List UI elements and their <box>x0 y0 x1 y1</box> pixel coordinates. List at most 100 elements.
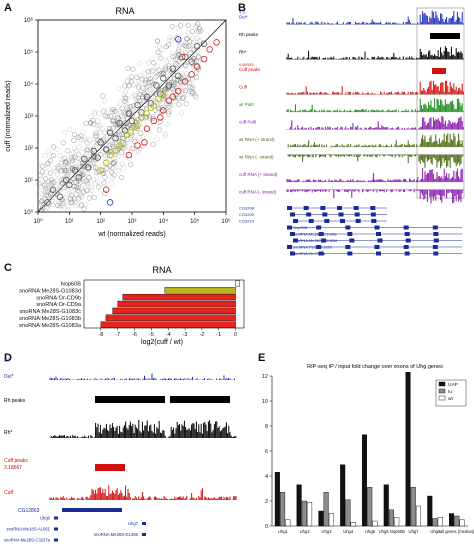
panel-a-cloud-point <box>101 136 107 142</box>
panel-b-gene-exon <box>347 251 353 256</box>
panel-a-cloud-point <box>193 95 199 101</box>
panel-a-cloud-point <box>68 152 74 158</box>
panel-a-cloud-point <box>153 65 159 71</box>
panel-a-cloud-point <box>71 155 77 161</box>
panel-a-cloud-point <box>198 28 204 34</box>
panel-a-cloud-point <box>122 120 128 126</box>
panel-a-cloud-point <box>121 120 127 126</box>
panel-a-cloud-point <box>169 103 175 109</box>
panel-e-bar <box>405 372 411 527</box>
panel-a-xtick-label: 10⁶ <box>221 218 231 225</box>
panel-a-cloud-point <box>87 137 93 143</box>
panel-c-bar <box>164 287 236 294</box>
panel-a-cloud-point <box>88 120 94 126</box>
panel-b-gene-exon <box>370 212 376 217</box>
panel-c-bar <box>117 300 236 308</box>
panel-a-cloud-point <box>131 107 137 113</box>
panel-d-gene-exon <box>54 516 58 520</box>
panel-a-cloud-point <box>115 104 121 110</box>
panel-c-bar <box>122 294 236 301</box>
panel-a-cloud-point <box>135 116 141 122</box>
panel-b-gene-exon <box>322 212 328 217</box>
panel-a-cloud-point <box>125 66 131 72</box>
panel-a-cloud-point <box>58 168 64 174</box>
panel-a-cloud-point <box>68 196 74 202</box>
panel-a-cloud-point <box>70 176 76 182</box>
panel-e-category-label: Uhg7 <box>409 529 420 534</box>
panel-a-cloud-point <box>65 203 71 209</box>
panel-a-cloud-point <box>77 170 83 176</box>
panel-d-scale: 3.18667 <box>4 465 22 471</box>
panel-a-cloud-point <box>145 80 151 86</box>
panel-a-cloud-point <box>49 153 55 159</box>
panel-a-cloud-point <box>145 60 151 66</box>
panel-a-cloud-point <box>87 161 93 167</box>
panel-e-letter: E <box>258 352 266 364</box>
panel-a-cloud-point <box>97 129 103 135</box>
panel-a-cloud-point <box>175 49 181 55</box>
panel-b-track-label: wt PolII <box>239 102 254 107</box>
panel-a-cloud-point <box>42 153 48 159</box>
panel-a-cloud-point <box>75 178 81 184</box>
panel-a-cloud-point <box>80 129 86 135</box>
panel-a-cloud-point <box>43 187 49 193</box>
panel-a-cloud-point <box>84 148 90 154</box>
panel-a-cloud-point <box>82 135 88 141</box>
panel-a-cloud-point <box>176 102 182 108</box>
panel-a-cloud-point <box>122 95 128 101</box>
panel-a-cloud-point <box>96 111 102 117</box>
panel-a-cloud-point <box>75 186 81 192</box>
panel-a-cloud-point <box>117 164 123 170</box>
panel-a-cloud-point <box>187 84 193 90</box>
panel-a-cloud-point <box>87 191 93 197</box>
panel-a-cloud-point <box>69 158 75 164</box>
panel-a-cloud-point <box>149 120 155 126</box>
panel-b-gene-exon <box>354 212 360 217</box>
panel-e-category-label: Uhg4 <box>343 529 354 534</box>
panel-a-cloud-point <box>126 155 132 161</box>
panel-a-cloud-point <box>118 110 124 116</box>
panel-e-bar <box>340 464 346 527</box>
panel-a-cloud-point <box>146 87 152 93</box>
panel-a-point <box>150 117 158 125</box>
panel-a-cloud-point <box>116 86 122 92</box>
panel-a-cloud-point <box>183 62 189 68</box>
panel-a-cloud-point <box>110 106 116 112</box>
panel-a-cloud-point <box>198 56 204 62</box>
panel-c-category-label: snoRNA:Me28S-G1083c <box>19 309 81 315</box>
panel-d-track-label: Rh* <box>4 430 12 436</box>
panel-a-cloud-point <box>62 155 68 161</box>
panel-a-cloud-point <box>176 62 182 68</box>
panel-a-cloud-point <box>157 50 163 56</box>
panel-a-point <box>90 147 97 155</box>
panel-c-xtick-label: 0 <box>234 332 237 338</box>
panel-a-cloud-point <box>51 165 57 171</box>
panel-b-gene-exon <box>376 232 381 236</box>
panel-a-cloud-point <box>171 95 177 101</box>
panel-a-cloud-point <box>162 66 168 72</box>
panel-b-gene-exon <box>337 206 342 210</box>
panel-a-ytick-label: 10⁶ <box>24 17 34 24</box>
panel-a-cloud-point <box>191 49 197 55</box>
panel-a-cloud-point <box>79 149 85 155</box>
panel-e-bar <box>410 487 416 527</box>
panel-a-cloud-point <box>162 131 168 137</box>
panel-a-cloud-point <box>101 180 107 186</box>
panel-c-category-label: Nop60B <box>61 282 81 288</box>
panel-e-ytick-label: 2 <box>265 499 268 505</box>
panel-a-cloud-point <box>122 153 128 159</box>
panel-a-cloud-point <box>125 78 131 84</box>
panel-e-category-label: Uhg2 <box>300 529 311 534</box>
panel-c-frame <box>83 279 245 329</box>
panel-e-ytick-label: 0 <box>265 524 268 530</box>
panel-d-track-label: Cuff peaks <box>4 458 28 464</box>
panel-e-bar <box>427 495 433 527</box>
panel-a-cloud-point <box>167 37 173 43</box>
panel-a-point <box>102 186 110 193</box>
panel-a-cloud-point <box>83 201 89 207</box>
panel-a-point <box>169 65 176 72</box>
panel-a-cloud-point <box>80 183 86 189</box>
panel-b-gene-exon <box>374 225 380 230</box>
panel-a-cloud-point <box>136 91 142 97</box>
